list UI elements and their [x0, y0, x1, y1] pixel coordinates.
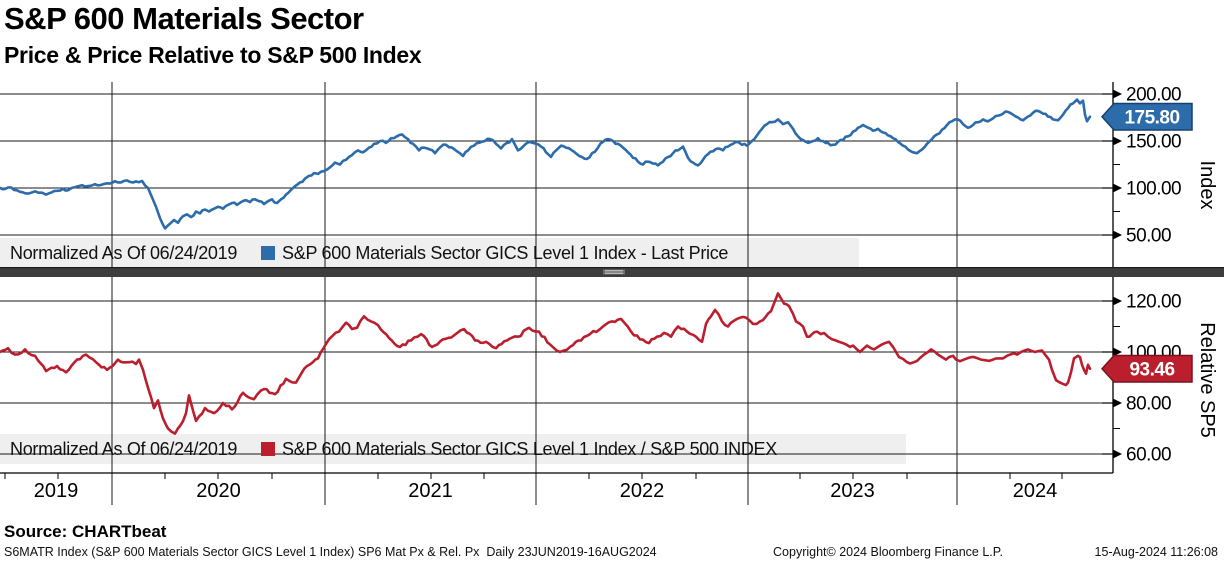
page-title: S&P 600 Materials Sector — [4, 1, 364, 36]
y-axis-tick-label: 100.00 — [1126, 179, 1181, 200]
legend-series-label-top[interactable]: S&P 600 Materials Sector GICS Level 1 In… — [282, 242, 729, 263]
last-price-flag-top: 175.80 — [1100, 102, 1193, 131]
last-price-flag-bottom: 93.46 — [1100, 354, 1193, 383]
axis-tick-arrow-icon — [1113, 89, 1122, 99]
axis-tick-arrow-icon — [1113, 183, 1122, 193]
last-price-value-top: 175.80 — [1124, 108, 1179, 129]
axis-tick-arrow-icon — [1113, 347, 1122, 357]
axis-tick-arrow-icon — [1113, 136, 1122, 146]
footer-ticker-info: S6MATR Index (S&P 600 Materials Sector G… — [4, 545, 657, 559]
footer-copyright: Copyright© 2024 Bloomberg Finance L.P. — [773, 545, 1003, 559]
legend-normalized-label-bottom: Normalized As Of 06/24/2019 — [10, 438, 238, 459]
x-axis-year-label: 2024 — [1013, 480, 1058, 502]
axis-tick-arrow-icon — [1113, 398, 1122, 408]
axis-tick-arrow-icon — [1113, 449, 1122, 459]
divider-grip-icon[interactable] — [603, 269, 625, 275]
y-axis-tick-label: 50.00 — [1126, 226, 1171, 247]
y-axis-tick-label: 60.00 — [1126, 445, 1171, 466]
x-axis-year-label: 2022 — [620, 480, 665, 502]
series-swatch-red-icon — [261, 442, 276, 456]
series-line-price — [0, 98, 1092, 230]
page-subtitle: Price & Price Relative to S&P 500 Index — [4, 42, 422, 68]
legend-top: Normalized As Of 06/24/2019 S&P 600 Mate… — [0, 238, 869, 268]
series-line-relative — [0, 292, 1092, 435]
y-axis-title-bottom: Relative SP5 — [1196, 322, 1218, 438]
axis-tick-arrow-icon — [1113, 230, 1122, 240]
footer-timestamp: 15-Aug-2024 11:26:08 — [1094, 545, 1218, 559]
legend-series-label-bottom[interactable]: S&P 600 Materials Sector GICS Level 1 In… — [282, 438, 777, 459]
source-label: Source: CHARTbeat — [4, 522, 167, 541]
x-axis-year-label: 2019 — [34, 480, 79, 502]
y-axis-tick-label: 80.00 — [1126, 394, 1171, 415]
last-price-value-bottom: 93.46 — [1129, 360, 1174, 381]
pane-divider[interactable] — [0, 267, 1224, 277]
x-axis-year-label: 2020 — [196, 480, 241, 502]
y-axis-tick-label: 200.00 — [1126, 85, 1181, 106]
series-swatch-blue-icon — [261, 246, 276, 260]
y-axis-tick-label: 150.00 — [1126, 132, 1181, 153]
legend-normalized-label-top: Normalized As Of 06/24/2019 — [10, 242, 238, 263]
x-axis-year-label: 2023 — [830, 480, 875, 502]
y-axis-title-top: Index — [1196, 161, 1218, 210]
legend-bottom: Normalized As Of 06/24/2019 S&P 600 Mate… — [0, 434, 916, 464]
axis-tick-arrow-icon — [1113, 296, 1122, 306]
y-axis-tick-label: 120.00 — [1126, 292, 1181, 313]
x-axis-year-label: 2021 — [408, 480, 453, 502]
